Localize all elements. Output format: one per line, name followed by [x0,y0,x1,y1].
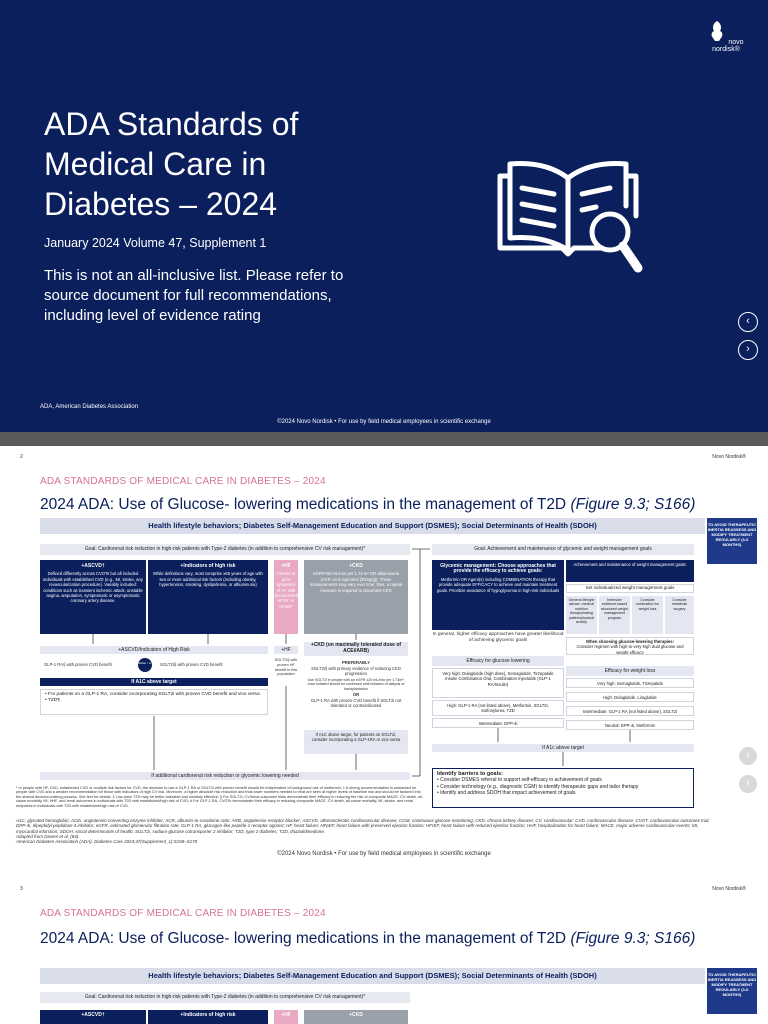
glp1-option: GLP-1 RA§ with proven CVD benefit [44,662,112,667]
very-high-glucose-box: Very high: Dulaglutide (high dose), Sema… [432,668,564,698]
efficacy-weight-heading: Efficacy for weight loss [566,666,694,676]
high-weight-box: High: Dulaglutide, Liraglutide [566,692,694,702]
glycemic-management-box: Glycemic management: Choose approaches t… [432,560,564,630]
hf-sglt2-option: SGLT2i§ with proven HF benefit in this p… [274,658,298,677]
abbreviations-text: A1C, glycated hemoglobin; ACEi, angioten… [16,818,710,845]
a1c-target-banner: If A1C above target [40,678,268,686]
book-magnifier-icon [497,161,643,273]
list-item: • Consider technology (e.g., diagnostic … [437,783,639,790]
intermediate-glucose-box: Intermediate: DPP-4i [432,718,564,728]
ckd-sglt2-option: SGLT2i§ with primary evidence of reducin… [311,666,401,677]
sglt2-option: SGLT2i§ with proven CVD benefit [160,662,223,667]
intermediate-weight-box: Intermediate: GLP-1 RA (not listed above… [566,706,694,716]
or-label: OR [352,692,360,697]
next-slide-button[interactable]: › [738,340,758,360]
therapeutic-inertia-box: TO AVOID THERAPEUTIC INERTIA REASSESS AN… [707,968,757,1014]
novo-nordisk-logo: novo nordisk® [702,20,750,53]
footnote-text: * In people with HF, CKD, established CV… [16,786,424,808]
weight-option-program: Intensive evidence-based structured weig… [599,596,630,634]
cardiorenal-reduction-bar: If additional cardiorenal risk reduction… [40,772,410,780]
ckd-glp1-option: GLP-1 RA with proven CVD benefit if SGLT… [310,698,402,709]
section-kicker: ADA STANDARDS OF MEDICAL CARE IN DIABETE… [40,476,326,487]
cardiorenal-goal-bar: Goal: Cardiorenal risk reduction in high… [40,992,410,1003]
ckd-box: +CKD eGFR<60 mL/min per 1.73 m² OR album… [304,560,408,634]
page-number: 2 [20,454,23,460]
ascvd-recommendations: • For patients on a GLP-1 RA, consider i… [40,689,268,715]
either-or-badge: Either / or [138,658,152,672]
weight-management-box: Achievement and maintenance of weight ma… [566,560,694,582]
weight-option-medication: Consider medication for weight loss [632,596,663,634]
hf-banner: +HF [274,646,298,654]
ascvd-box: +ASCVD† Defined differently across CVOTs… [40,560,146,634]
therapeutic-inertia-box: TO AVOID THERAPEUTIC INERTIA REASSESS AN… [707,518,757,564]
chevron-left-icon: ‹ [746,315,750,327]
list-item: • TZD¶ [45,698,60,703]
chevron-right-icon: › [746,777,750,789]
algorithm-slide-2: 3 Novo Nordisk® ADA STANDARDS OF MEDICAL… [0,878,768,1024]
disclaimer-note: This is not an all-inclusive list. Pleas… [44,267,344,324]
lifestyle-bar: Health lifestyle behaviors; Diabetes Sel… [40,968,705,984]
higher-efficacy-note: In general, higher efficacy approaches h… [432,632,564,643]
next-slide-button[interactable]: › [738,774,758,794]
page-title: ADA Standards of Medical Care in Diabete… [44,106,299,222]
cardiorenal-goal-bar: Goal: Cardiorenal risk reduction in high… [40,544,410,555]
section-kicker: ADA STANDARDS OF MEDICAL CARE IN DIABETE… [40,908,326,919]
weight-goals-label: Set individualized weight management goa… [566,584,694,593]
flow-arrows [92,548,631,777]
previous-slide-button[interactable]: ‹ [738,312,758,332]
list-item: • Consider DSMES referral to support sel… [437,777,602,784]
list-item: • For patients on a GLP-1 RA, consider i… [45,692,260,697]
ascvd-risk-banner: +ASCVD/Indicators of High Risk [40,646,268,654]
slide-title: 2024 ADA: Use of Glucose- lowering medic… [40,496,696,513]
brand-label: Novo Nordisk® [712,454,746,460]
copyright-footer: ©2024 Novo Nordisk • For use by field me… [277,419,491,425]
ckd-banner: +CKD (on maximally tolerated dose of ACE… [304,642,408,656]
a1c-above-target-bar: If A1c above target [432,744,694,752]
weight-option-lifestyle: General lifestyle advice: medical nutrit… [566,596,597,634]
efficacy-glucose-heading: Efficacy for glucose lowering [432,656,564,666]
neutral-weight-box: Neutral: DPP-4i, Metformin [566,720,694,730]
hf-box: +HF Current or prior symptoms of HF with… [274,560,298,634]
ckd-box: +CKD [304,1010,408,1024]
list-item: • Identify and address SDOH that impact … [437,790,576,797]
high-glucose-box: High: GLP-1 RA (not listed above), Metfo… [432,700,564,716]
chevron-right-icon: › [746,343,750,355]
algorithm-slide: 2 Novo Nordisk® ADA STANDARDS OF MEDICAL… [0,446,768,878]
lifestyle-bar: Health lifestyle behaviors; Diabetes Sel… [40,518,705,534]
weight-option-surgery: Consider metabolic surgery [665,596,694,634]
chevron-left-icon: ‹ [746,749,750,761]
preferably-label: PREFERABLY [342,660,370,665]
abbreviation-note: ADA, American Diabetes Association [40,404,139,410]
title-slide: novo nordisk® ADA Standards of Medical C… [0,0,768,432]
hf-box: +HF [274,1010,298,1024]
very-high-weight-box: Very high: Semaglutide, Tirzepatide [566,678,694,688]
previous-slide-button[interactable]: ‹ [738,746,758,766]
logo-text: novo nordisk® [712,39,744,53]
slide-title: 2024 ADA: Use of Glucose- lowering medic… [40,930,696,947]
glycemic-goal-bar: Goal: Achievement and maintenance of gly… [432,544,694,555]
bull-icon [712,21,723,41]
page-number: 3 [20,886,23,892]
copyright-footer: ©2024 Novo Nordisk • For use by field me… [277,851,491,857]
journal-issue: January 2024 Volume 47, Supplement 1 [44,236,267,250]
barriers-box: Identify barriers to goals: • Consider D… [432,768,694,808]
ckd-sglt2-note: Use SGLT2i in people with an eGFR ≥20 mL… [307,678,405,691]
high-risk-box: +Indicators of high risk [148,1010,268,1024]
ckd-combination-box: If A1C above target, for patients on SGL… [304,730,408,754]
brand-label: Novo Nordisk® [712,886,746,892]
glucose-therapy-box: When choosing glucose-lowering therapies… [566,637,694,655]
ascvd-box: +ASCVD† [40,1010,146,1024]
high-risk-box: +Indicators of high risk While definitio… [148,560,268,634]
